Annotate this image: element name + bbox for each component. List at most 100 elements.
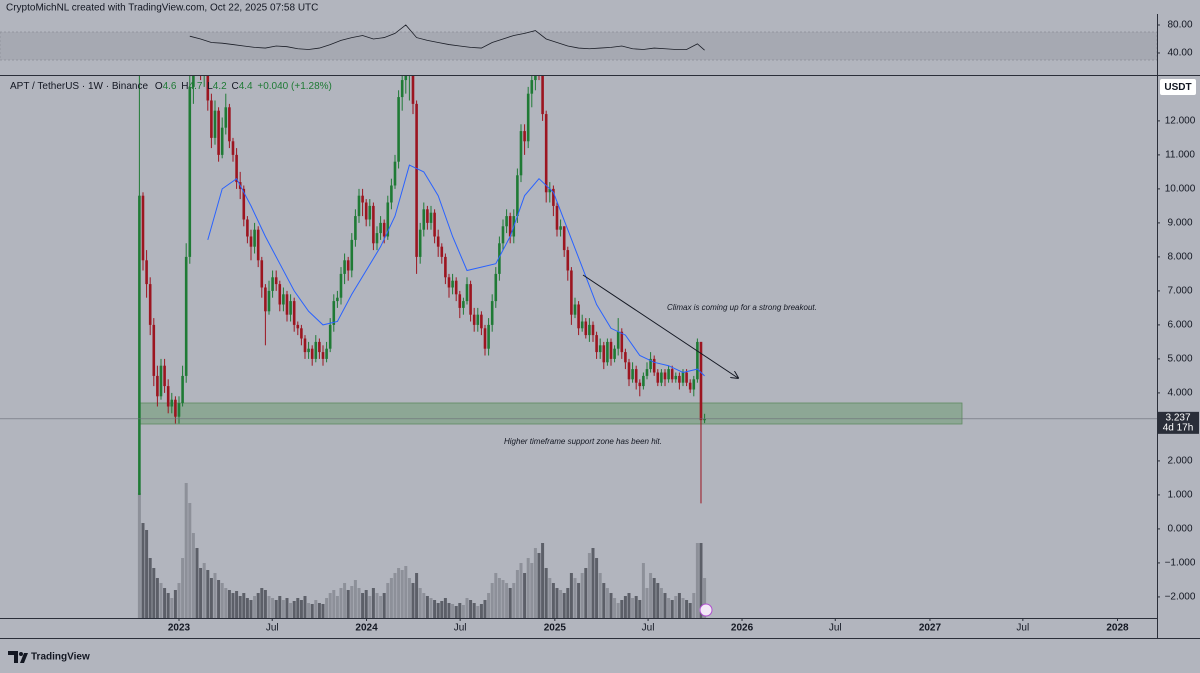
candle-body (681, 372, 685, 383)
candle-body (627, 362, 631, 380)
candle-body (494, 273, 498, 302)
candle-body (368, 205, 372, 220)
candle-body (339, 273, 343, 298)
volume-bar (580, 573, 584, 618)
candle-body (235, 154, 238, 183)
high-value: 4.7 (189, 81, 203, 92)
candle-body (505, 216, 508, 227)
volume-bar (299, 600, 303, 618)
candle-body (220, 127, 224, 155)
candle-body (444, 256, 447, 278)
candle-body (656, 372, 660, 383)
candle-body (404, 76, 408, 81)
candle-body (534, 76, 537, 81)
volume-bar (335, 596, 339, 618)
y-tick-label: 1.000 (1167, 490, 1192, 501)
candle-body (289, 301, 292, 315)
candle-body (685, 372, 688, 383)
candle-body (433, 212, 436, 237)
candle-body (354, 216, 357, 240)
candle-body (346, 260, 350, 271)
volume-bar (321, 604, 325, 618)
candle-body (541, 76, 544, 115)
volume-bar (202, 563, 206, 618)
volume-bar (227, 590, 231, 618)
candle-body (206, 76, 210, 101)
volume-bar (400, 570, 404, 618)
volume-bar (170, 598, 174, 618)
volume-bar (289, 603, 293, 618)
candle-body (616, 331, 620, 349)
volume-bar (533, 548, 537, 618)
candle-body (332, 301, 336, 325)
volume-bar (267, 596, 271, 618)
volume-bar (285, 598, 289, 618)
ohlc-prefix: C (231, 81, 238, 92)
candle-body (498, 243, 501, 274)
candle-body (314, 341, 318, 359)
candle-body (620, 331, 624, 353)
volume-bar (339, 588, 343, 618)
volume-bar (663, 593, 667, 618)
candle-body (476, 314, 480, 325)
volume-bar (674, 596, 678, 618)
volume-bar (343, 583, 347, 618)
x-tick-label: 2026 (731, 623, 754, 634)
volume-bar (242, 593, 246, 618)
volume-bar (397, 568, 401, 618)
volume-bar (695, 543, 699, 618)
candle-body (530, 80, 534, 94)
candle-body (624, 352, 627, 363)
volume-bar (245, 598, 249, 618)
candle-body (501, 226, 505, 244)
candle-body (566, 250, 570, 271)
candle-body (260, 260, 264, 288)
candle-body (267, 290, 271, 312)
y-tick-label: 6.000 (1167, 320, 1192, 331)
x-tick-label: Jul (829, 623, 842, 634)
volume-bar (350, 586, 354, 618)
volume-bar (587, 553, 591, 618)
candle-body (397, 97, 400, 162)
candle-body (300, 328, 303, 339)
volume-bar (407, 578, 411, 618)
ohlc-prefix: L (207, 81, 213, 92)
event-icon[interactable] (699, 603, 713, 617)
candle-body (447, 277, 451, 288)
volume-bar (433, 600, 437, 618)
annotation: Higher timeframe support zone has been h… (504, 437, 662, 446)
candle-body (145, 260, 148, 285)
candle-body (184, 256, 188, 376)
rsi-pane (189, 24, 705, 51)
y-tick-label: 10.000 (1165, 184, 1196, 195)
candle-body (390, 185, 393, 203)
candle-body (562, 226, 566, 251)
volume-bar (249, 600, 253, 618)
volume-bar (260, 588, 264, 618)
candle-body (548, 188, 552, 193)
candle-body (177, 403, 181, 417)
candle-body (386, 202, 390, 237)
volume-bar (415, 573, 419, 618)
candle-body (188, 86, 192, 257)
volume-bar (479, 604, 483, 618)
candle-body (699, 341, 703, 421)
candle-body (660, 372, 663, 383)
candle-body (552, 188, 555, 206)
volume-bar (418, 588, 422, 618)
volume-bar (465, 598, 469, 618)
candle-body (634, 369, 638, 383)
volume-bar (166, 593, 170, 618)
volume-bar (389, 578, 393, 618)
price-tag-countdown: 4d 17h (1163, 422, 1194, 433)
x-tick-label: Jul (266, 623, 279, 634)
candle-body (163, 365, 166, 387)
volume-bar (559, 590, 563, 618)
volume-bar (296, 598, 300, 618)
candle-body (674, 375, 678, 380)
candle-body (678, 375, 681, 383)
candle-body (170, 399, 174, 407)
volume-bar (314, 600, 318, 618)
volume-bar (451, 604, 455, 618)
rsi-tick-label: 80.00 (1167, 20, 1192, 31)
